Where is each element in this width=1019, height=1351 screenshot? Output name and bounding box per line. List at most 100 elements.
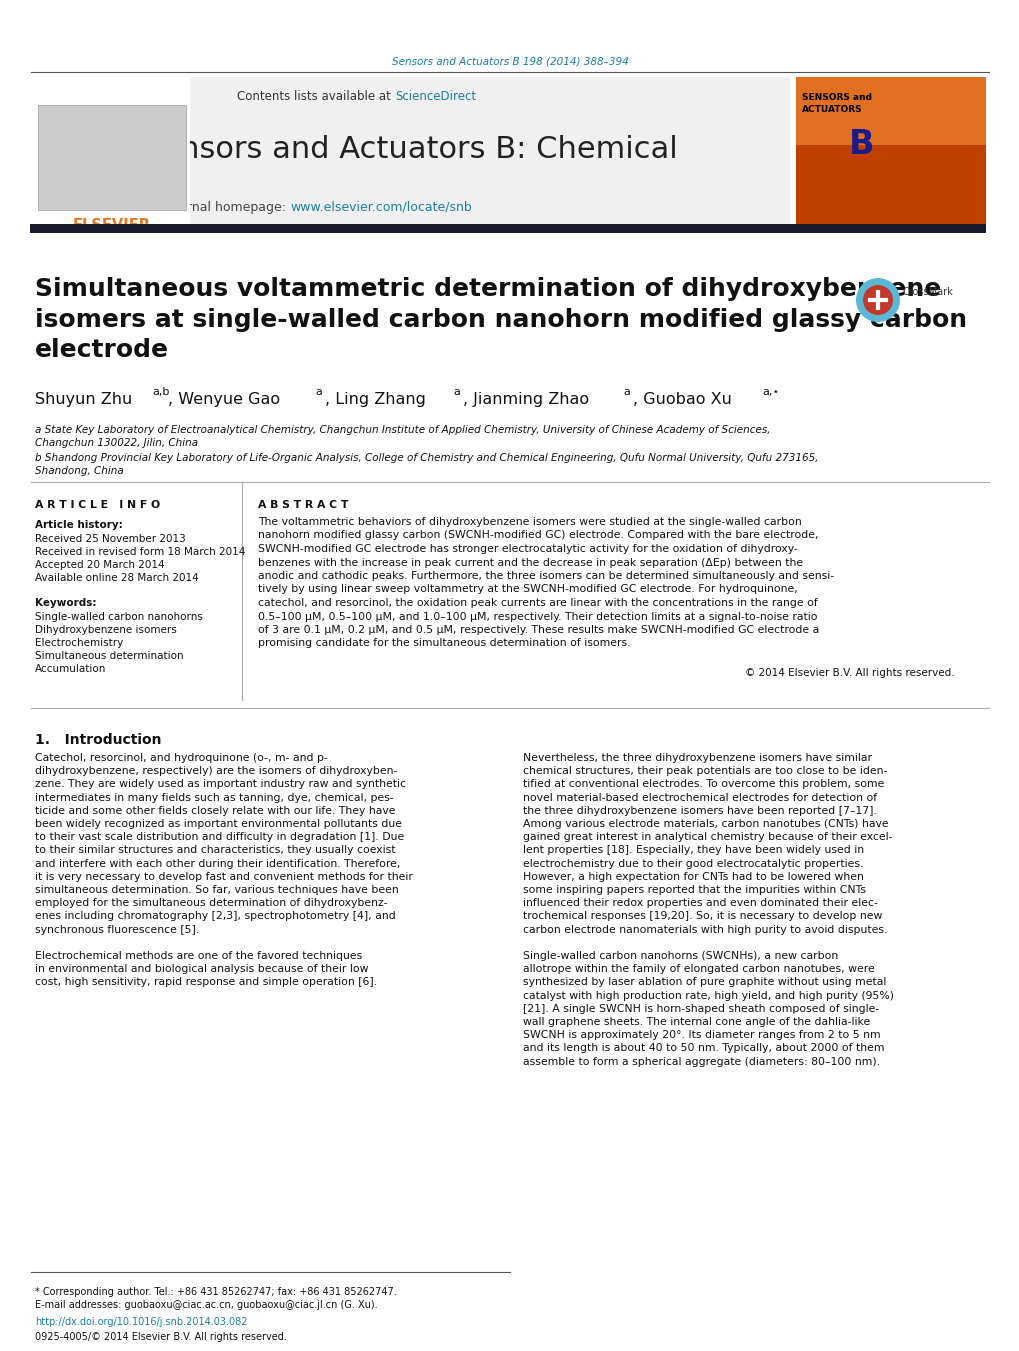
Text: in environmental and biological analysis because of their low: in environmental and biological analysis… bbox=[35, 965, 368, 974]
Text: Shandong, China: Shandong, China bbox=[35, 466, 123, 476]
Text: some inspiring papers reported that the impurities within CNTs: some inspiring papers reported that the … bbox=[523, 885, 865, 894]
Text: The voltammetric behaviors of dihydroxybenzene isomers were studied at the singl: The voltammetric behaviors of dihydroxyb… bbox=[258, 517, 801, 527]
Text: nanohorn modified glassy carbon (SWCNH-modified GC) electrode. Compared with the: nanohorn modified glassy carbon (SWCNH-m… bbox=[258, 531, 817, 540]
Text: a State Key Laboratory of Electroanalytical Chemistry, Changchun Institute of Ap: a State Key Laboratory of Electroanalyti… bbox=[35, 426, 769, 435]
Bar bbox=[30, 77, 190, 226]
Text: a,⋆: a,⋆ bbox=[761, 386, 779, 397]
Text: ticide and some other fields closely relate with our life. They have: ticide and some other fields closely rel… bbox=[35, 805, 395, 816]
Text: Article history:: Article history: bbox=[35, 520, 122, 530]
Text: and interfere with each other during their identification. Therefore,: and interfere with each other during the… bbox=[35, 859, 400, 869]
Text: Accepted 20 March 2014: Accepted 20 March 2014 bbox=[35, 561, 164, 570]
Text: SWCNH is approximately 20°. Its diameter ranges from 2 to 5 nm: SWCNH is approximately 20°. Its diameter… bbox=[523, 1031, 879, 1040]
Text: A R T I C L E   I N F O: A R T I C L E I N F O bbox=[35, 500, 160, 509]
Text: been widely recognized as important environmental pollutants due: been widely recognized as important envi… bbox=[35, 819, 401, 830]
Text: tively by using linear sweep voltammetry at the SWCNH-modified GC electrode. For: tively by using linear sweep voltammetry… bbox=[258, 585, 797, 594]
Text: dihydroxybenzene, respectively) are the isomers of dihydroxyben-: dihydroxybenzene, respectively) are the … bbox=[35, 766, 397, 777]
Text: Changchun 130022, Jilin, China: Changchun 130022, Jilin, China bbox=[35, 438, 198, 449]
Text: of 3 are 0.1 μM, 0.2 μM, and 0.5 μM, respectively. These results make SWCNH-modi: of 3 are 0.1 μM, 0.2 μM, and 0.5 μM, res… bbox=[258, 626, 818, 635]
Text: allotrope within the family of elongated carbon nanotubes, were: allotrope within the family of elongated… bbox=[523, 965, 874, 974]
Text: Simultaneous voltammetric determination of dihydroxybenzene
isomers at single-wa: Simultaneous voltammetric determination … bbox=[35, 277, 966, 362]
Text: Single-walled carbon nanohorns (SWCNHs), a new carbon: Single-walled carbon nanohorns (SWCNHs),… bbox=[523, 951, 838, 961]
Text: catechol, and resorcinol, the oxidation peak currents are linear with the concen: catechol, and resorcinol, the oxidation … bbox=[258, 598, 817, 608]
Text: journal homepage:: journal homepage: bbox=[168, 200, 289, 213]
Text: However, a high expectation for CNTs had to be lowered when: However, a high expectation for CNTs had… bbox=[523, 871, 863, 882]
Text: to their vast scale distribution and difficulty in degradation [1]. Due: to their vast scale distribution and dif… bbox=[35, 832, 404, 842]
Text: synchronous fluorescence [5].: synchronous fluorescence [5]. bbox=[35, 924, 199, 935]
Text: promising candidate for the simultaneous determination of isomers.: promising candidate for the simultaneous… bbox=[258, 639, 630, 648]
Text: , Wenyue Gao: , Wenyue Gao bbox=[168, 392, 280, 407]
Text: Received in revised form 18 March 2014: Received in revised form 18 March 2014 bbox=[35, 547, 246, 557]
Text: chemical structures, their peak potentials are too close to be iden-: chemical structures, their peak potentia… bbox=[523, 766, 887, 777]
Text: Dihydroxybenzene isomers: Dihydroxybenzene isomers bbox=[35, 626, 176, 635]
Text: www.elsevier.com/locate/snb: www.elsevier.com/locate/snb bbox=[289, 200, 471, 213]
Text: wall graphene sheets. The internal cone angle of the dahlia-like: wall graphene sheets. The internal cone … bbox=[523, 1017, 869, 1027]
Text: SENSORS and: SENSORS and bbox=[801, 92, 871, 101]
Text: to their similar structures and characteristics, they usually coexist: to their similar structures and characte… bbox=[35, 846, 395, 855]
Bar bbox=[38, 105, 185, 209]
Text: and its length is about 40 to 50 nm. Typically, about 2000 of them: and its length is about 40 to 50 nm. Typ… bbox=[523, 1043, 883, 1054]
Text: zene. They are widely used as important industry raw and synthetic: zene. They are widely used as important … bbox=[35, 780, 406, 789]
Text: http://dx.doi.org/10.1016/j.snb.2014.03.082: http://dx.doi.org/10.1016/j.snb.2014.03.… bbox=[35, 1317, 248, 1327]
Text: * Corresponding author. Tel.: +86 431 85262747; fax: +86 431 85262747.: * Corresponding author. Tel.: +86 431 85… bbox=[35, 1288, 396, 1297]
Text: Sensors and Actuators B: Chemical: Sensors and Actuators B: Chemical bbox=[142, 135, 678, 165]
Text: tified at conventional electrodes. To overcome this problem, some: tified at conventional electrodes. To ov… bbox=[523, 780, 883, 789]
Text: a: a bbox=[315, 386, 322, 397]
Text: Electrochemistry: Electrochemistry bbox=[35, 638, 123, 648]
Text: enes including chromatography [2,3], spectrophotometry [4], and: enes including chromatography [2,3], spe… bbox=[35, 912, 395, 921]
Text: electrochemistry due to their good electrocatalytic properties.: electrochemistry due to their good elect… bbox=[523, 859, 862, 869]
Text: B: B bbox=[849, 128, 874, 162]
Text: it is very necessary to develop fast and convenient methods for their: it is very necessary to develop fast and… bbox=[35, 871, 413, 882]
Text: ACTUATORS: ACTUATORS bbox=[801, 105, 862, 115]
Text: employed for the simultaneous determination of dihydroxybenz-: employed for the simultaneous determinat… bbox=[35, 898, 387, 908]
Text: assemble to form a spherical aggregate (diameters: 80–100 nm).: assemble to form a spherical aggregate (… bbox=[523, 1056, 879, 1066]
Text: Catechol, resorcinol, and hydroquinone (o-, m- and p-: Catechol, resorcinol, and hydroquinone (… bbox=[35, 753, 327, 763]
Text: , Guobao Xu: , Guobao Xu bbox=[633, 392, 732, 407]
Text: Single-walled carbon nanohorns: Single-walled carbon nanohorns bbox=[35, 612, 203, 621]
Text: CrossMark: CrossMark bbox=[902, 286, 953, 297]
Text: carbon electrode nanomaterials with high purity to avoid disputes.: carbon electrode nanomaterials with high… bbox=[523, 924, 887, 935]
Text: b Shandong Provincial Key Laboratory of Life-Organic Analysis, College of Chemis: b Shandong Provincial Key Laboratory of … bbox=[35, 453, 817, 463]
Bar bbox=[30, 77, 790, 226]
Text: ScienceDirect: ScienceDirect bbox=[394, 91, 476, 104]
Text: a: a bbox=[452, 386, 460, 397]
Text: Contents lists available at: Contents lists available at bbox=[237, 91, 394, 104]
Circle shape bbox=[862, 285, 892, 315]
Text: influenced their redox properties and even dominated their elec-: influenced their redox properties and ev… bbox=[523, 898, 877, 908]
Text: E-mail addresses: guobaoxu@ciac.ac.cn, guobaoxu@ciac.jl.cn (G. Xu).: E-mail addresses: guobaoxu@ciac.ac.cn, g… bbox=[35, 1300, 377, 1310]
Text: Nevertheless, the three dihydroxybenzene isomers have similar: Nevertheless, the three dihydroxybenzene… bbox=[523, 753, 871, 763]
Circle shape bbox=[855, 278, 899, 322]
Bar bbox=[30, 224, 985, 232]
Text: © 2014 Elsevier B.V. All rights reserved.: © 2014 Elsevier B.V. All rights reserved… bbox=[744, 667, 954, 678]
Text: gained great interest in analytical chemistry because of their excel-: gained great interest in analytical chem… bbox=[523, 832, 892, 842]
Text: ELSEVIER: ELSEVIER bbox=[73, 218, 151, 232]
Text: Available online 28 March 2014: Available online 28 March 2014 bbox=[35, 573, 199, 584]
Text: 1.   Introduction: 1. Introduction bbox=[35, 734, 161, 747]
Text: A B S T R A C T: A B S T R A C T bbox=[258, 500, 348, 509]
Bar bbox=[795, 77, 985, 226]
Text: a: a bbox=[623, 386, 630, 397]
Text: simultaneous determination. So far, various techniques have been: simultaneous determination. So far, vari… bbox=[35, 885, 398, 894]
Text: 0925-4005/© 2014 Elsevier B.V. All rights reserved.: 0925-4005/© 2014 Elsevier B.V. All right… bbox=[35, 1332, 286, 1342]
Text: trochemical responses [19,20]. So, it is necessary to develop new: trochemical responses [19,20]. So, it is… bbox=[523, 912, 881, 921]
Text: Shuyun Zhu: Shuyun Zhu bbox=[35, 392, 132, 407]
Text: cost, high sensitivity, rapid response and simple operation [6].: cost, high sensitivity, rapid response a… bbox=[35, 977, 377, 988]
Text: 0.5–100 μM, 0.5–100 μM, and 1.0–100 μM, respectively. Their detection limits at : 0.5–100 μM, 0.5–100 μM, and 1.0–100 μM, … bbox=[258, 612, 816, 621]
Text: catalyst with high production rate, high yield, and high purity (95%): catalyst with high production rate, high… bbox=[523, 990, 893, 1001]
Text: SWCNH-modified GC electrode has stronger electrocatalytic activity for the oxida: SWCNH-modified GC electrode has stronger… bbox=[258, 544, 797, 554]
Text: Simultaneous determination: Simultaneous determination bbox=[35, 651, 183, 661]
Text: , Ling Zhang: , Ling Zhang bbox=[325, 392, 426, 407]
Text: a,b: a,b bbox=[152, 386, 169, 397]
Text: Electrochemical methods are one of the favored techniques: Electrochemical methods are one of the f… bbox=[35, 951, 362, 961]
Bar bbox=[795, 145, 985, 226]
Text: Keywords:: Keywords: bbox=[35, 598, 97, 608]
Text: lent properties [18]. Especially, they have been widely used in: lent properties [18]. Especially, they h… bbox=[523, 846, 863, 855]
Text: [21]. A single SWCNH is horn-shaped sheath composed of single-: [21]. A single SWCNH is horn-shaped shea… bbox=[523, 1004, 878, 1013]
Text: anodic and cathodic peaks. Furthermore, the three isomers can be determined simu: anodic and cathodic peaks. Furthermore, … bbox=[258, 571, 834, 581]
Text: , Jianming Zhao: , Jianming Zhao bbox=[463, 392, 589, 407]
Text: Received 25 November 2013: Received 25 November 2013 bbox=[35, 534, 185, 544]
Text: intermediates in many fields such as tanning, dye, chemical, pes-: intermediates in many fields such as tan… bbox=[35, 793, 393, 802]
Text: Sensors and Actuators B 198 (2014) 388–394: Sensors and Actuators B 198 (2014) 388–3… bbox=[391, 57, 628, 68]
Text: novel material-based electrochemical electrodes for detection of: novel material-based electrochemical ele… bbox=[523, 793, 876, 802]
Text: the three dihydroxybenzene isomers have been reported [7–17].: the three dihydroxybenzene isomers have … bbox=[523, 805, 876, 816]
Text: benzenes with the increase in peak current and the decrease in peak separation (: benzenes with the increase in peak curre… bbox=[258, 558, 802, 567]
